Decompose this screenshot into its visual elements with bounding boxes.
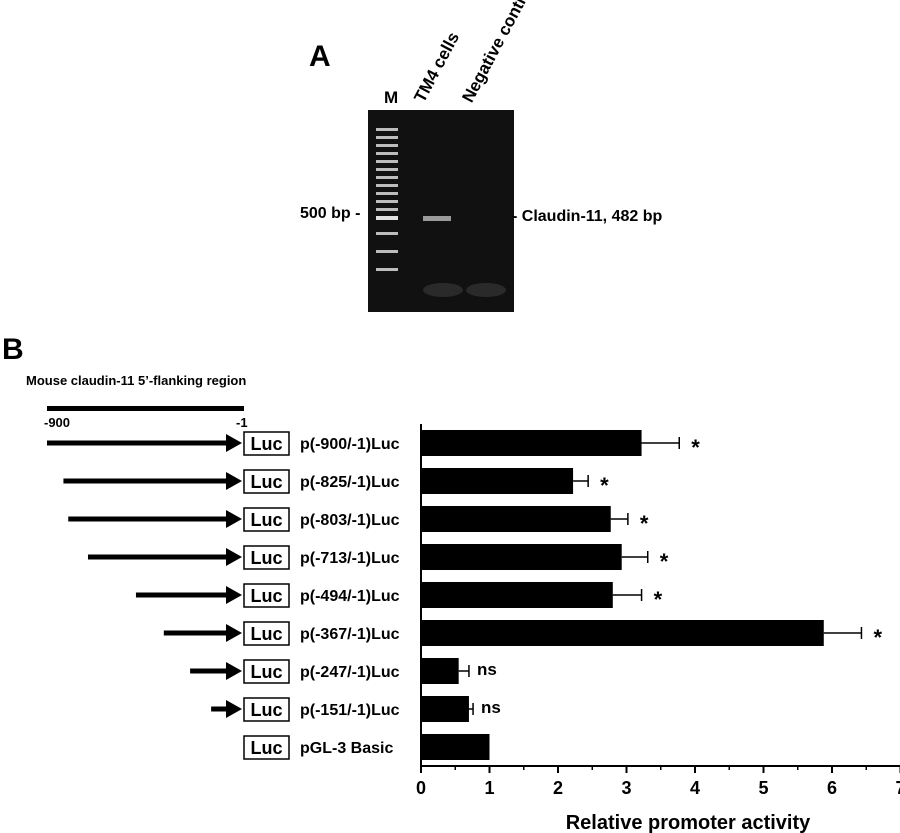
x-tick-label: 0 — [416, 778, 426, 798]
bar — [421, 620, 824, 646]
category-label: p(-151/-1)Luc — [300, 702, 400, 719]
marker-500bp-label: 500 bp - — [300, 205, 361, 222]
luc-label: Luc — [250, 738, 282, 758]
significance-label: * — [654, 587, 663, 612]
arrow-head-icon — [226, 510, 242, 528]
significance-label: ns — [477, 660, 497, 679]
ladder-band — [376, 232, 398, 235]
ladder-band — [376, 144, 398, 147]
arrow-head-icon — [226, 548, 242, 566]
arrow-head-icon — [226, 624, 242, 642]
significance-label: * — [640, 511, 649, 536]
category-label: p(-803/-1)Luc — [300, 512, 400, 529]
ladder-band — [376, 176, 398, 179]
ladder-band — [376, 184, 398, 187]
significance-label: ns — [481, 698, 501, 717]
luc-box — [243, 659, 290, 684]
x-tick-label: 6 — [827, 778, 837, 798]
x-tick-label: 4 — [690, 778, 700, 798]
ladder-band — [376, 216, 398, 220]
luc-label: Luc — [250, 548, 282, 568]
bar — [421, 734, 490, 760]
luc-box — [243, 621, 290, 646]
category-label: p(-900/-1)Luc — [300, 436, 400, 453]
x-tick-label: 7 — [895, 778, 900, 798]
arrow-head-icon — [226, 472, 242, 490]
ladder-band — [376, 250, 398, 253]
panel-b-label: B — [2, 333, 24, 366]
bar — [421, 582, 613, 608]
lane-label-marker: M — [384, 88, 399, 107]
category-label: p(-367/-1)Luc — [300, 626, 400, 643]
luc-box — [243, 507, 290, 532]
ladder-band — [376, 192, 398, 195]
ladder-band — [376, 152, 398, 155]
significance-label: * — [873, 625, 882, 650]
luc-box — [243, 545, 290, 570]
category-label: p(-713/-1)Luc — [300, 550, 400, 567]
primer-dimer-negative — [466, 283, 506, 297]
luc-label: Luc — [250, 700, 282, 720]
category-label: p(-247/-1)Luc — [300, 664, 400, 681]
ladder-band — [376, 208, 398, 211]
significance-label: * — [691, 435, 700, 460]
x-tick-label: 3 — [621, 778, 631, 798]
region-left-label: -900 — [44, 415, 71, 430]
primer-dimer-tm4 — [423, 283, 463, 297]
x-axis-label: Relative promoter activity — [566, 812, 811, 833]
luc-box — [243, 583, 290, 608]
bar — [421, 658, 459, 684]
luc-box — [243, 431, 290, 456]
ladder-band — [376, 128, 398, 131]
luc-label: Luc — [250, 624, 282, 644]
gel-bands — [368, 110, 514, 312]
significance-label: * — [660, 549, 669, 574]
bar — [421, 430, 642, 456]
panel-a-label: A — [309, 40, 331, 73]
gel-image — [368, 110, 514, 312]
luc-box — [243, 697, 290, 722]
ladder-band — [376, 268, 398, 271]
luc-label: Luc — [250, 586, 282, 606]
bar — [421, 544, 622, 570]
bar — [421, 696, 469, 722]
region-line — [47, 406, 244, 411]
region-title: Mouse claudin-11 5’-flanking region — [26, 373, 247, 388]
luc-label: Luc — [250, 472, 282, 492]
luc-label: Luc — [250, 662, 282, 682]
ladder-band — [376, 160, 398, 163]
x-tick-label: 2 — [553, 778, 563, 798]
bar — [421, 506, 611, 532]
arrow-head-icon — [226, 700, 242, 718]
significance-label: * — [600, 473, 609, 498]
luc-label: Luc — [250, 510, 282, 530]
luc-label: Luc — [250, 434, 282, 454]
category-label: p(-494/-1)Luc — [300, 588, 400, 605]
luc-box — [243, 469, 290, 494]
arrow-head-icon — [226, 586, 242, 604]
ladder-band — [376, 168, 398, 171]
region-right-label: -1 — [236, 415, 248, 430]
arrow-head-icon — [226, 662, 242, 680]
ladder-band — [376, 200, 398, 203]
category-label: pGL-3 Basic — [300, 740, 393, 757]
arrow-head-icon — [226, 434, 242, 452]
ladder-band — [376, 136, 398, 139]
claudin-11-band — [423, 216, 451, 221]
category-label: p(-825/-1)Luc — [300, 474, 400, 491]
bar — [421, 468, 574, 494]
x-tick-label: 1 — [484, 778, 494, 798]
x-tick-label: 5 — [758, 778, 768, 798]
claudin-11-band-label: - Claudin-11, 482 bp — [512, 208, 663, 225]
luc-box — [243, 735, 290, 760]
ladder-bands — [376, 128, 398, 271]
